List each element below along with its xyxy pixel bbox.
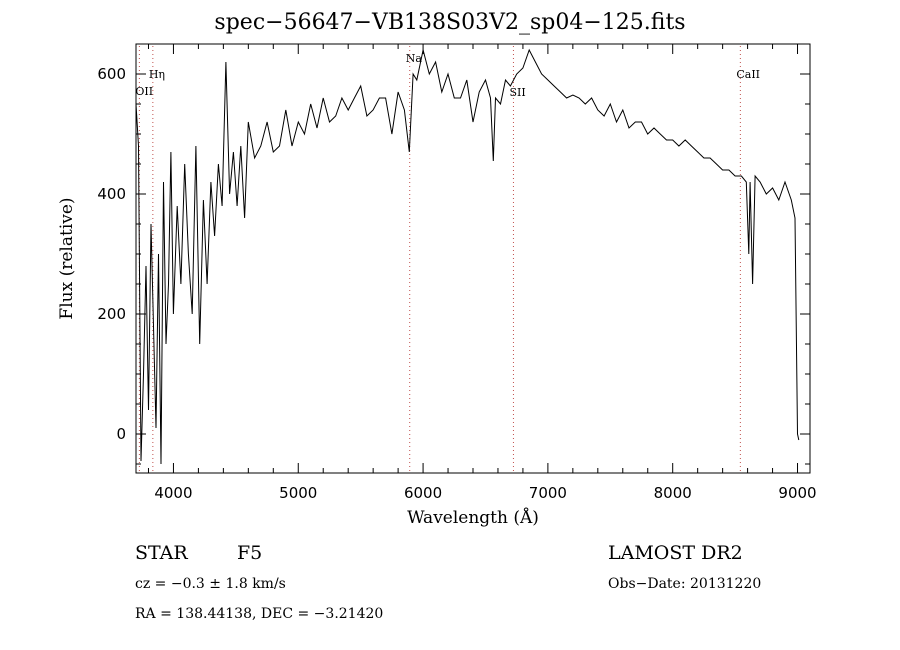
spectrum-line: [135, 48, 800, 465]
tick-marks: 4000 5000 6000 7000 8000 9000 0 200 400 600: [97, 43, 817, 502]
y-tick-label: 400: [97, 185, 126, 203]
line-marker-label: OII: [135, 85, 153, 98]
x-tick-label: 4000: [154, 484, 192, 502]
line-marker-label: CaII: [736, 68, 760, 81]
redshift-label: cz = −0.3 ± 1.8 km/s: [135, 576, 286, 592]
line-marker-label: SII: [509, 86, 525, 99]
subclass-label: F5: [237, 542, 263, 564]
y-tick-label: 600: [97, 65, 126, 83]
x-tick-label: 9000: [778, 484, 816, 502]
x-axis-label: Wavelength (Å): [407, 507, 539, 528]
y-axis-label: Flux (relative): [57, 197, 77, 319]
y-tick-label: 200: [97, 305, 126, 323]
line-marker-label: Na: [406, 52, 423, 65]
plot-frame: [135, 43, 811, 474]
line-markers: OII Hη Na SII CaII: [135, 46, 760, 473]
coordinates-label: RA = 138.44138, DEC = −3.21420: [135, 606, 384, 622]
x-tick-label: 6000: [404, 484, 442, 502]
y-tick-label: 0: [116, 425, 126, 443]
class-label: STAR: [135, 542, 188, 564]
line-marker-label: Hη: [149, 68, 165, 81]
survey-label: LAMOST DR2: [608, 542, 743, 564]
chart-title: spec−56647−VB138S03V2_sp04−125.fits: [214, 10, 686, 35]
obs-date-label: Obs−Date: 20131220: [608, 576, 762, 592]
x-tick-label: 7000: [529, 484, 567, 502]
x-tick-label: 5000: [279, 484, 317, 502]
x-tick-label: 8000: [654, 484, 692, 502]
